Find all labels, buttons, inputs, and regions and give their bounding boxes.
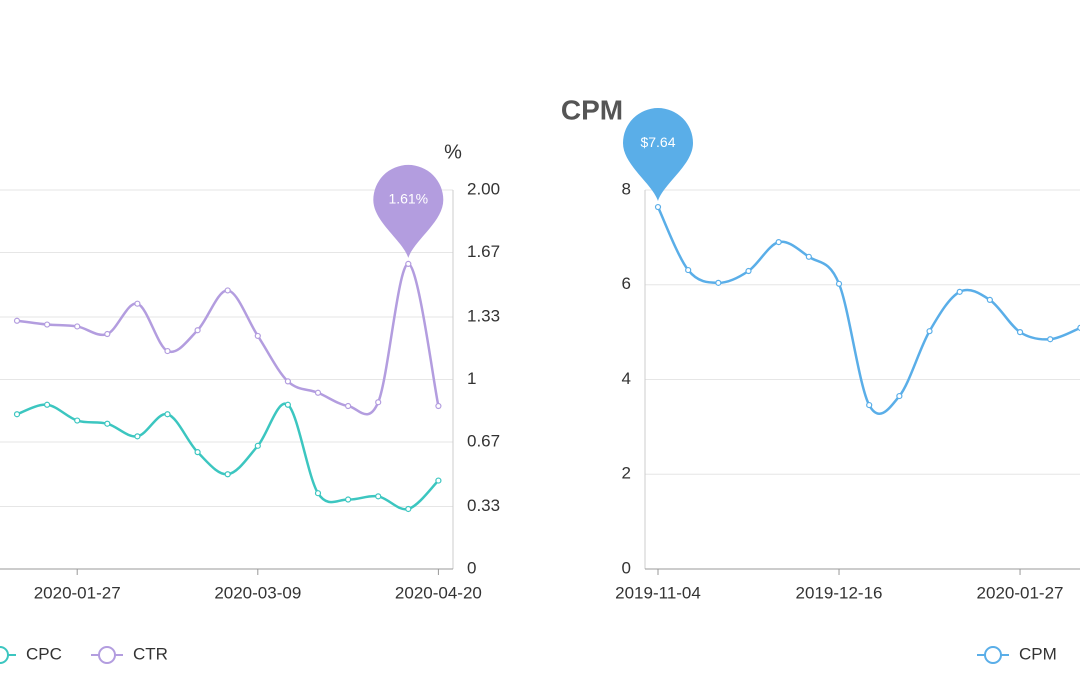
chart-title: CPM — [561, 94, 623, 125]
y2-tick-label: 0.67 — [467, 432, 500, 451]
data-point — [194, 327, 201, 334]
data-point — [164, 347, 171, 355]
series-line — [656, 206, 1080, 415]
data-point — [866, 401, 873, 409]
legend-icon — [0, 646, 9, 664]
legend-label: CPM — [1019, 644, 1057, 663]
data-point — [134, 433, 141, 440]
data-point — [224, 287, 231, 294]
data-point — [345, 402, 352, 410]
data-point — [134, 300, 141, 307]
series-line — [16, 262, 440, 416]
data-point — [435, 402, 442, 410]
mark-pin-label: $7.64 — [640, 134, 675, 150]
y2-tick-label: 2.00 — [467, 179, 500, 198]
data-point — [685, 266, 692, 274]
data-point — [654, 203, 662, 211]
y-tick-label: 0 — [622, 558, 631, 577]
data-point — [104, 330, 111, 338]
legend-icon — [98, 646, 116, 664]
data-point — [104, 420, 111, 427]
mark-pin — [373, 164, 444, 258]
mark-pin-label: 1.61% — [388, 191, 428, 207]
y2-tick-label: 0 — [467, 558, 476, 577]
data-point — [314, 389, 322, 396]
data-point — [405, 260, 412, 268]
data-point — [775, 239, 782, 246]
x-tick-label: 2020-03-09 — [214, 583, 301, 602]
x-tick-label: 2020-01-27 — [34, 583, 121, 602]
data-point — [435, 477, 442, 484]
data-point — [13, 411, 21, 418]
data-point — [835, 280, 843, 287]
data-point — [254, 332, 261, 340]
y-tick-label: 8 — [622, 179, 631, 198]
data-point — [284, 378, 291, 385]
data-point — [43, 321, 51, 328]
legend-icon — [984, 646, 1002, 664]
data-point — [1077, 324, 1080, 331]
y2-tick-label: 1.33 — [467, 306, 500, 325]
data-point — [956, 288, 963, 295]
legend-label: CPC — [26, 644, 62, 663]
data-point — [1047, 336, 1054, 343]
x-tick-label: 2019-12-16 — [796, 583, 883, 602]
data-point — [43, 401, 51, 408]
data-point — [13, 317, 21, 324]
x-tick-label: 2020-04-20 — [395, 583, 482, 602]
y2-tick-label: 1.67 — [467, 242, 500, 261]
data-point — [926, 328, 933, 335]
y2-tick-label: 1 — [467, 369, 476, 388]
data-point — [164, 411, 171, 418]
data-point — [224, 471, 231, 478]
data-point — [405, 505, 412, 513]
y-tick-label: 6 — [622, 274, 631, 293]
data-point — [375, 399, 382, 406]
legend-label: CTR — [133, 644, 168, 663]
y-tick-label: 4 — [622, 369, 631, 388]
data-point — [896, 392, 903, 400]
data-point — [375, 493, 382, 500]
data-point — [74, 417, 81, 424]
data-point — [986, 296, 993, 304]
data-point — [345, 496, 352, 503]
data-point — [1016, 329, 1024, 336]
data-point — [194, 449, 201, 456]
data-point — [284, 401, 291, 408]
data-point — [314, 490, 322, 497]
mark-pin — [623, 108, 693, 202]
data-point — [254, 442, 261, 449]
data-point — [745, 267, 752, 275]
data-point — [715, 279, 722, 286]
data-point — [74, 323, 81, 330]
data-point — [805, 253, 812, 260]
y-tick-label: 2 — [622, 464, 631, 483]
y2-axis-unit: % — [444, 141, 462, 163]
y2-tick-label: 0.33 — [467, 496, 500, 515]
series-line — [16, 402, 440, 511]
x-tick-label: 2019-11-04 — [615, 583, 701, 602]
x-tick-label: 2020-01-27 — [977, 583, 1064, 602]
